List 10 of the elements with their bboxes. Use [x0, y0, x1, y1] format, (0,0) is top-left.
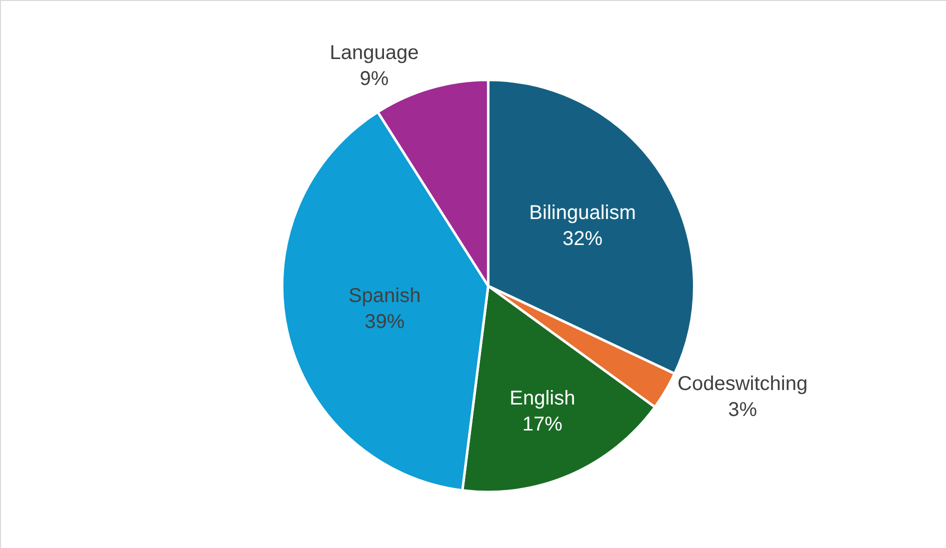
slice-label: Spanish [348, 285, 421, 308]
data-label: 32% [562, 228, 603, 250]
slice-label: Codeswitching [678, 373, 808, 396]
data-label: 3% [728, 399, 758, 422]
data-label: 17% [522, 413, 563, 436]
data-label: 9% [360, 68, 389, 90]
slice-label: Bilingualism [529, 202, 636, 224]
slice-label: Language [330, 42, 419, 64]
data-label: 39% [364, 311, 405, 334]
slice-label: English [510, 387, 576, 410]
